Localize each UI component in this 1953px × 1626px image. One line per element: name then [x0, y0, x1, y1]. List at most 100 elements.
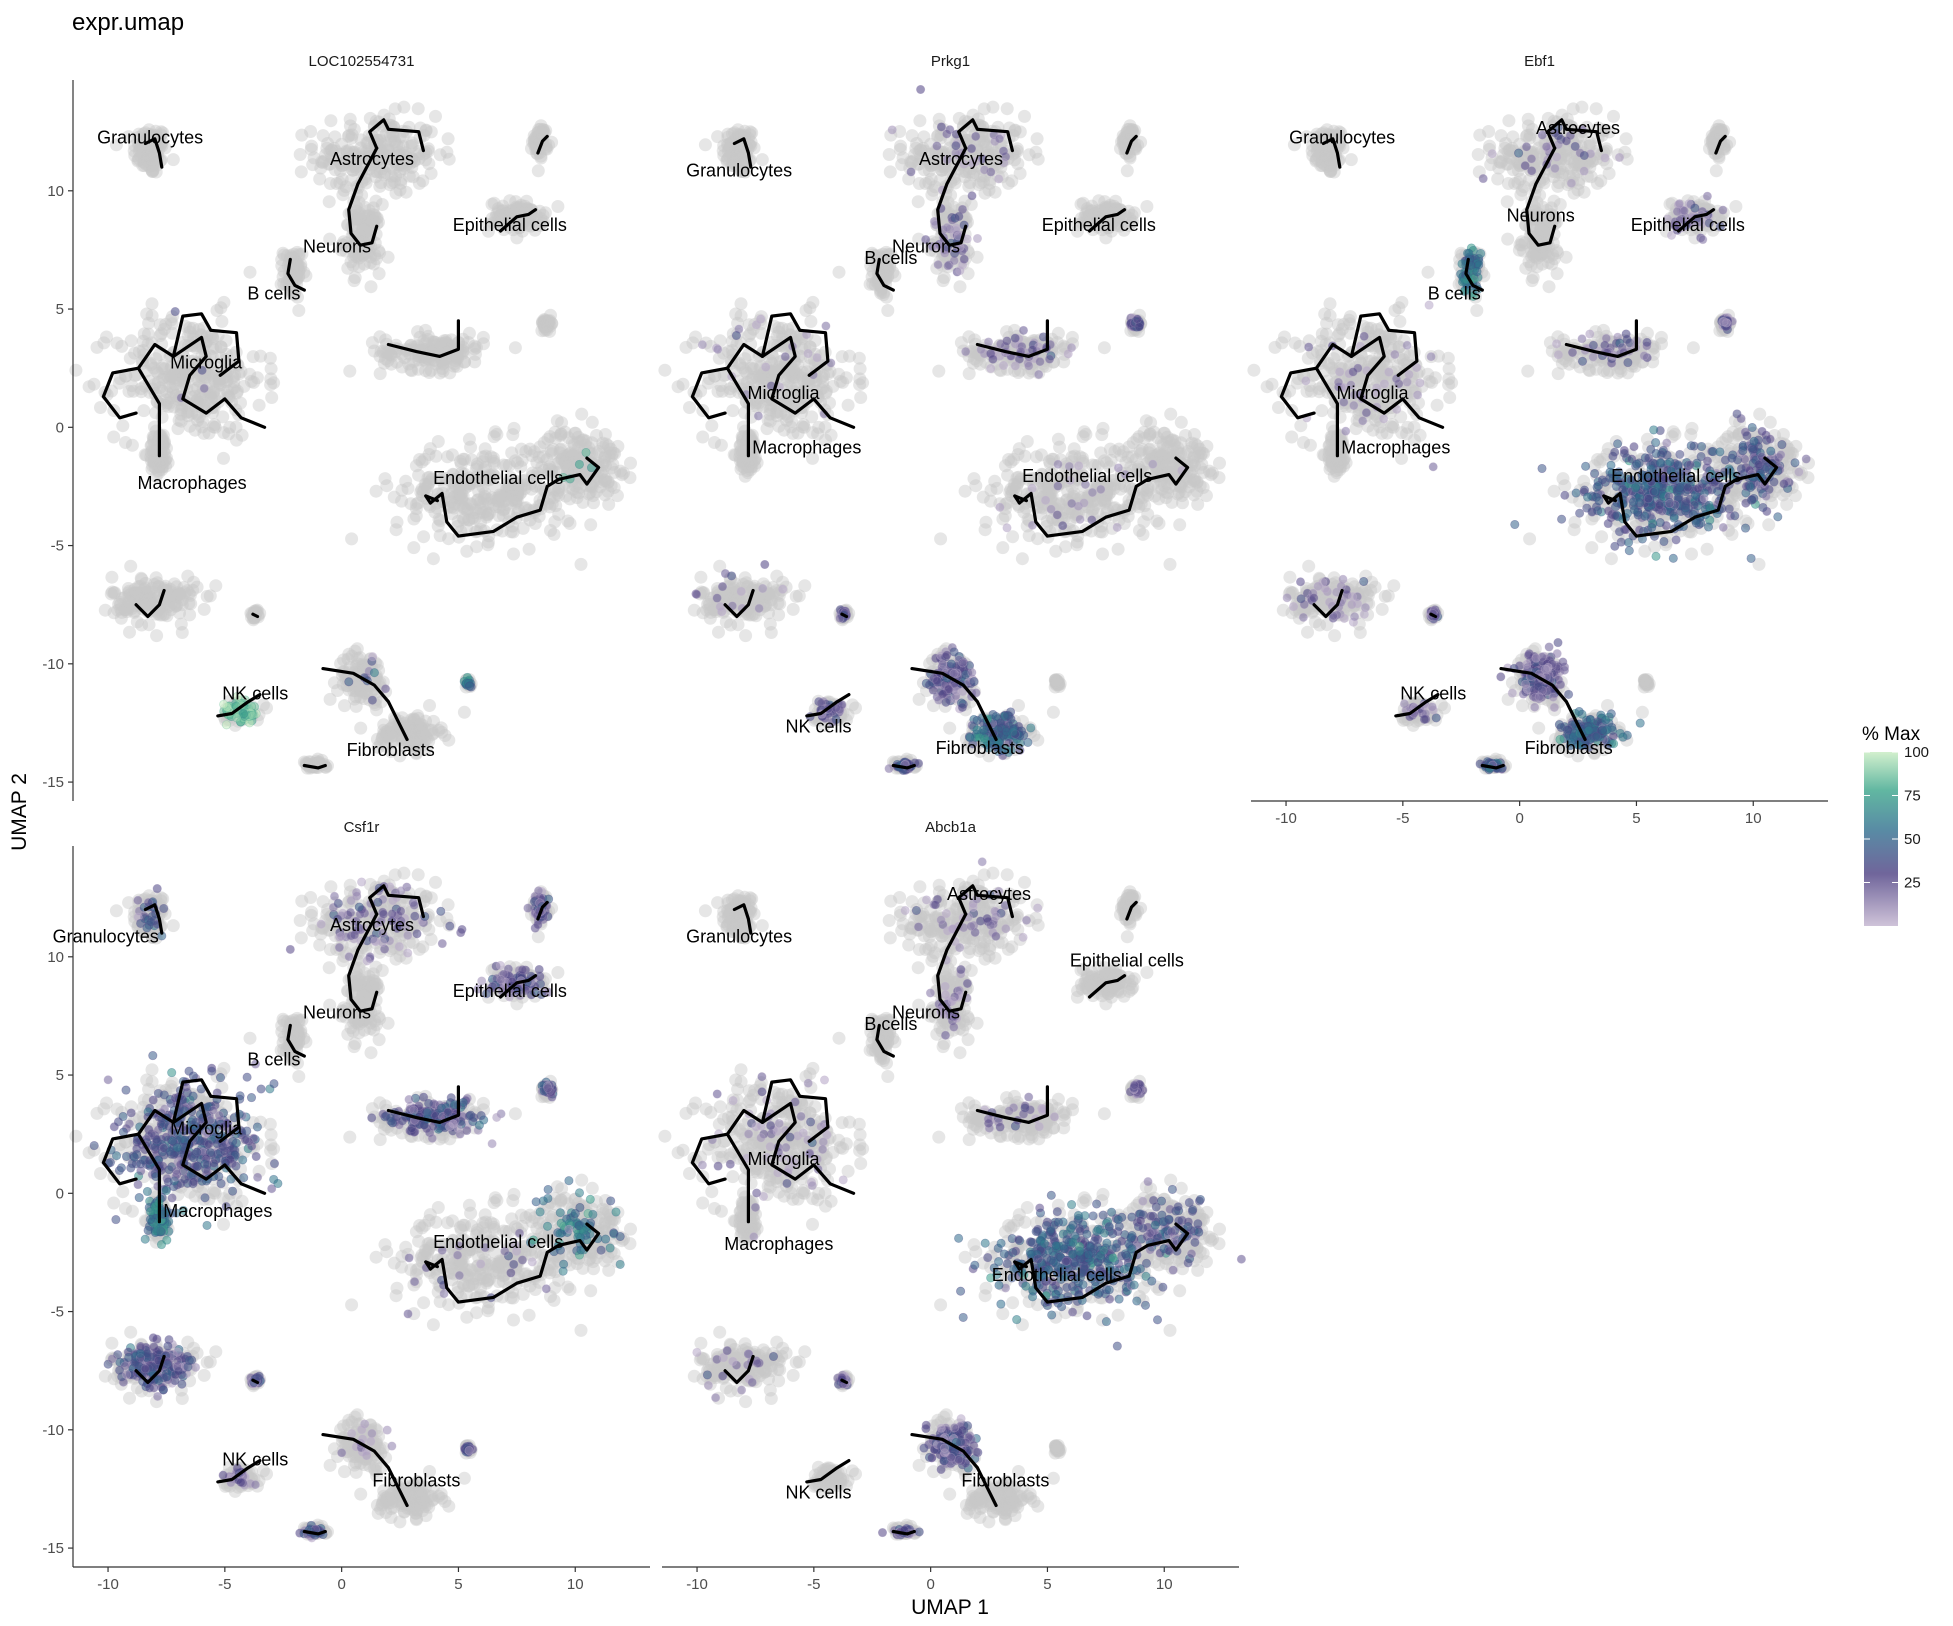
cell-point: [217, 451, 230, 465]
cell-point: [1137, 515, 1151, 529]
cell-point: [124, 559, 138, 573]
expression-point: [369, 668, 379, 678]
cell-point: [508, 341, 522, 355]
cell-point: [368, 164, 382, 178]
cell-point: [348, 145, 362, 159]
cell-point: [696, 430, 710, 444]
cell-point: [1051, 432, 1065, 446]
cell-point: [383, 178, 397, 192]
cell-point: [934, 532, 948, 546]
cell-point: [131, 153, 145, 167]
cell-point: [69, 363, 83, 377]
cell-point: [393, 130, 407, 144]
cell-point: [1143, 427, 1157, 441]
cell-point: [123, 625, 136, 639]
cell-point: [433, 529, 447, 543]
cell-point: [223, 420, 237, 434]
cell-point: [714, 438, 728, 452]
cluster-label: Astrocytes: [330, 149, 414, 169]
cell-point: [1120, 164, 1134, 178]
cell-point: [721, 345, 735, 358]
cell-point: [548, 515, 562, 529]
cell-point: [182, 587, 196, 601]
cell-point: [97, 336, 111, 350]
cell-point: [381, 250, 395, 264]
cluster-label: Endothelial cells: [433, 468, 563, 488]
expression-point: [170, 307, 180, 317]
cell-point: [547, 527, 561, 541]
cell-point: [561, 450, 575, 464]
cluster-label: B cells: [247, 284, 300, 304]
cluster-label: Neurons: [303, 236, 371, 256]
cell-point: [110, 336, 124, 350]
cell-point: [821, 367, 835, 381]
cell-point: [1005, 174, 1019, 188]
cell-point: [537, 436, 551, 450]
cell-point: [243, 265, 257, 279]
cell-point: [139, 158, 153, 171]
cluster-label: Fibroblasts: [347, 740, 435, 760]
cell-point: [145, 163, 159, 177]
cell-point: [327, 676, 341, 690]
cell-point: [145, 152, 159, 165]
cell-point: [230, 386, 244, 400]
background-cells: [69, 100, 637, 775]
cell-point: [164, 391, 178, 405]
cell-point: [469, 340, 483, 354]
cell-point: [395, 483, 409, 497]
cell-point: [389, 155, 403, 169]
cell-point: [741, 458, 755, 472]
expression-point: [367, 695, 377, 705]
cell-point: [147, 157, 161, 171]
cell-point: [1097, 341, 1111, 355]
cell-point: [172, 373, 186, 387]
cell-point: [522, 542, 536, 556]
cell-point: [418, 452, 432, 466]
cell-point: [977, 102, 991, 116]
cell-point: [209, 579, 223, 593]
cell-point: [602, 497, 616, 511]
cell-point: [98, 603, 112, 617]
cell-point: [712, 625, 725, 639]
cell-point: [148, 152, 162, 166]
cell-point: [138, 156, 152, 170]
cell-point: [554, 427, 568, 441]
cell-point: [137, 127, 150, 141]
cell-point: [1173, 518, 1187, 532]
cell-point: [812, 420, 826, 434]
cell-point: [323, 692, 337, 706]
cell-point: [338, 699, 351, 713]
facet-panels: LOC102554731GranulocytesAstrocytesEpithe…: [42, 53, 1828, 1593]
cell-point: [390, 158, 403, 172]
expression-point: [232, 713, 242, 723]
cell-point: [145, 143, 159, 157]
cell-point: [246, 350, 260, 364]
cell-point: [1164, 407, 1178, 421]
cell-point: [137, 155, 151, 169]
cell-point: [407, 541, 421, 555]
cell-point: [105, 570, 119, 584]
cell-point: [426, 552, 440, 566]
cell-point: [617, 466, 630, 480]
cell-point: [146, 165, 160, 178]
cell-point: [122, 130, 136, 144]
cell-point: [132, 130, 146, 144]
cell-point: [343, 364, 357, 378]
cluster-label: NK cells: [222, 683, 288, 703]
cell-point: [133, 138, 146, 152]
cell-point: [304, 125, 318, 138]
cell-point: [1030, 450, 1043, 464]
cell-point: [531, 164, 545, 178]
cell-point: [334, 156, 348, 170]
cell-point: [354, 721, 368, 735]
cell-point: [337, 183, 351, 197]
cell-point: [856, 376, 870, 390]
cell-point: [943, 721, 957, 735]
cell-point: [604, 461, 618, 475]
cell-point: [786, 602, 800, 616]
cluster-label: Microglia: [170, 352, 243, 372]
cell-point: [1096, 547, 1109, 561]
cell-point: [742, 329, 756, 343]
cell-point: [132, 152, 146, 166]
